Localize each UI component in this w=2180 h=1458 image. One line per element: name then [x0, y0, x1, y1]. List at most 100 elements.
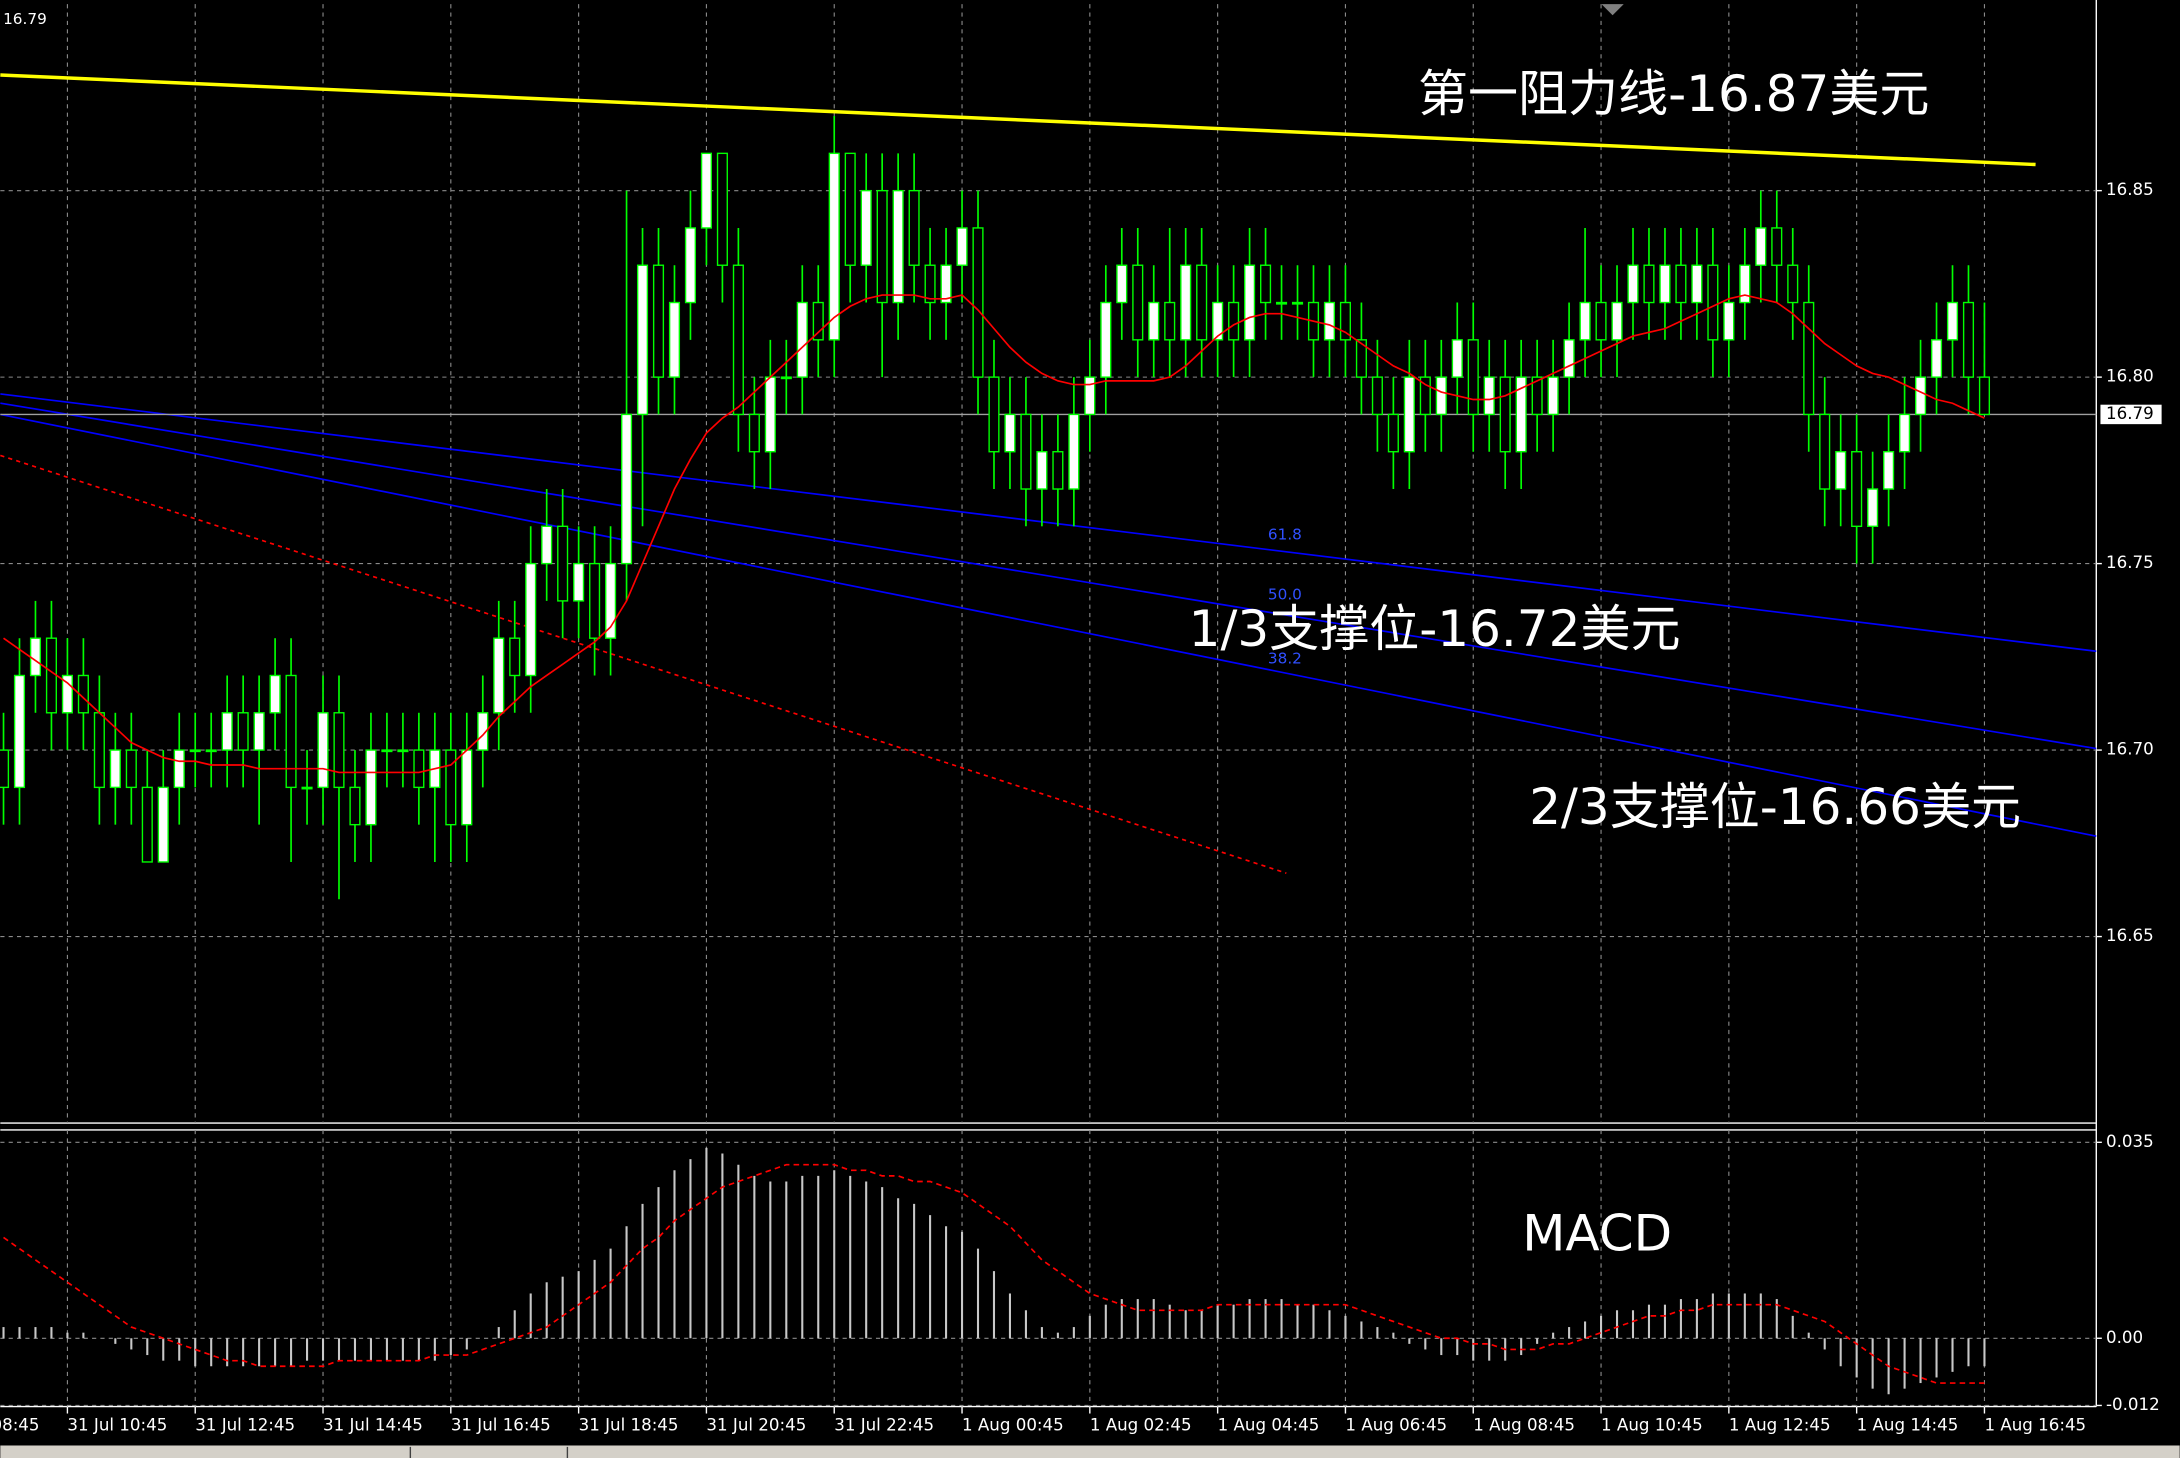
candle-body	[221, 712, 233, 751]
candle-body	[493, 637, 505, 714]
candle-body	[924, 264, 936, 304]
candle-body	[1100, 301, 1112, 378]
candle-body	[0, 749, 10, 789]
candle-body	[1132, 264, 1144, 341]
candle-body	[1483, 376, 1495, 416]
candle-body	[1547, 376, 1559, 416]
candle-body	[1148, 301, 1160, 341]
y-tick-label: -0.012	[2106, 1395, 2160, 1414]
candle-body	[445, 749, 457, 826]
candle-body	[141, 786, 153, 863]
y-tick-label: 16.65	[2106, 926, 2154, 945]
candle-body	[1291, 301, 1304, 305]
candle-body	[301, 786, 313, 790]
candle-body	[1499, 376, 1511, 453]
candle-body	[908, 189, 920, 266]
candle-body	[1707, 264, 1719, 341]
candle-body	[1914, 376, 1927, 416]
candle-body	[1563, 339, 1575, 378]
x-tick-label: 31 Jul 12:45	[195, 1416, 295, 1435]
price-label-box	[2100, 404, 2162, 425]
fib-label: 38.2	[1268, 649, 1302, 667]
candle-body	[1196, 264, 1208, 341]
x-tick-label: 1 Aug 08:45	[1473, 1416, 1575, 1435]
annotation: 1/3支撑位-16.72美元	[1189, 600, 1681, 658]
candle-body	[860, 189, 872, 266]
candle-body	[1611, 301, 1623, 341]
x-tick-label: 1 Aug 12:45	[1729, 1416, 1831, 1435]
candle-body	[1771, 227, 1783, 266]
moving-average	[3, 294, 1985, 774]
candle-body	[1883, 451, 1895, 490]
candle-body	[1419, 376, 1431, 416]
candle-body	[1835, 451, 1847, 490]
candle-body	[349, 786, 361, 826]
candle-body	[1643, 264, 1655, 304]
candle-body	[1052, 451, 1064, 490]
candle-body	[1004, 413, 1016, 453]
candle-body	[1451, 339, 1463, 378]
candle-body	[972, 227, 984, 378]
candle-body	[1755, 227, 1767, 266]
candle-body	[844, 152, 856, 266]
candle-body	[1116, 264, 1128, 304]
y-tick-label: 0.00	[2106, 1328, 2143, 1347]
x-tick-label: 1 Aug 00:45	[962, 1416, 1064, 1435]
candle-body	[812, 301, 824, 341]
candle-body	[1675, 264, 1687, 304]
candle-body	[684, 227, 697, 304]
candle-body	[988, 376, 1000, 453]
candle-body	[285, 674, 297, 789]
candle-body	[477, 712, 489, 751]
candle-body	[1244, 264, 1256, 341]
trend-line	[0, 73, 2036, 167]
candle-body	[1084, 376, 1096, 416]
candle-body	[1867, 488, 1879, 528]
fib-label: 61.8	[1268, 526, 1302, 544]
candle-body	[205, 749, 217, 753]
candle-body	[620, 413, 633, 565]
y-tick-label: 16.85	[2106, 180, 2154, 199]
candle-body	[541, 525, 553, 565]
candle-body	[1930, 339, 1943, 378]
candle-body	[748, 413, 760, 453]
candle-body	[237, 712, 249, 751]
candle-body	[125, 749, 137, 789]
y-tick-label: 16.70	[2106, 740, 2154, 759]
candle-body	[1355, 339, 1367, 378]
candle-body	[333, 712, 345, 789]
candle-body	[1323, 301, 1336, 341]
x-tick-label: 1 Aug 14:45	[1857, 1416, 1959, 1435]
tab-bar	[0, 1445, 2180, 1458]
candle-body	[892, 189, 904, 304]
candle-body	[29, 637, 42, 677]
candle-body	[45, 637, 58, 714]
y-tick-label: 16.80	[2106, 367, 2154, 386]
candle-body	[1339, 301, 1352, 341]
candle-body	[1579, 301, 1591, 341]
x-tick-label: 1 Aug 04:45	[1218, 1416, 1320, 1435]
fib-label: 50.0	[1268, 585, 1302, 603]
candle-body	[605, 562, 617, 639]
candle-body	[365, 749, 377, 826]
candle-body	[716, 152, 728, 266]
candle-body	[1260, 264, 1272, 304]
candle-body	[700, 152, 712, 229]
candle-body	[1851, 451, 1863, 528]
candle-body	[652, 264, 665, 378]
candle-body	[589, 562, 601, 639]
candle-body	[509, 637, 521, 677]
candle-body	[1435, 376, 1447, 416]
candle-body	[1819, 413, 1831, 490]
candle-body	[1387, 413, 1399, 453]
candle-body	[668, 301, 681, 378]
price-label: 16.79	[2106, 404, 2154, 423]
candle-body	[1659, 264, 1671, 304]
x-tick-label: 31 Jul 10:45	[67, 1416, 167, 1435]
annotation: 第一阻力线-16.87美元	[1418, 65, 1929, 123]
candle-body	[1946, 301, 1959, 341]
candle-body	[780, 376, 792, 380]
x-tick-label: 1 Aug 10:45	[1601, 1416, 1703, 1435]
candle-body	[1739, 264, 1751, 304]
